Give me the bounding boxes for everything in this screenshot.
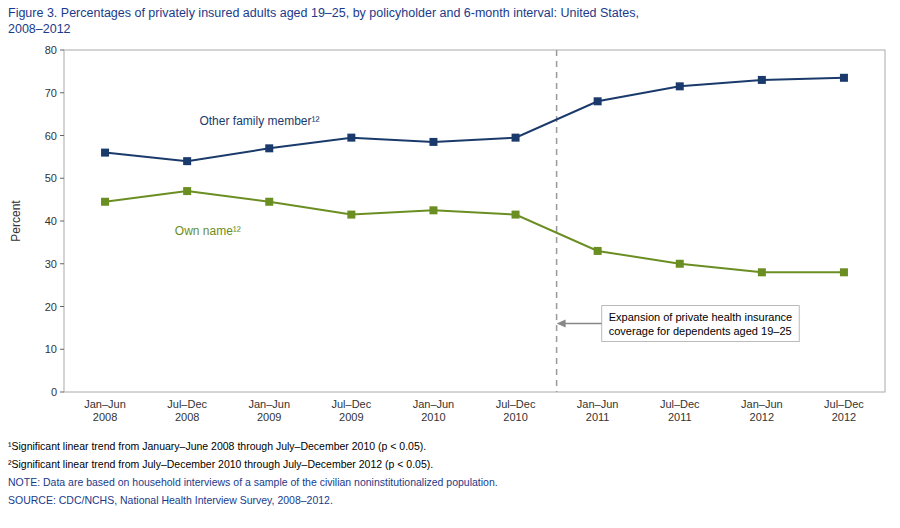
series-marker (101, 198, 109, 206)
series-marker (101, 149, 109, 157)
series-marker (265, 144, 273, 152)
x-tick-label: Jul–Dec2012 (824, 398, 864, 423)
annotation-arrow (565, 323, 602, 325)
series-marker (429, 206, 437, 214)
y-tick (60, 221, 64, 222)
y-tick-label: 70 (45, 87, 57, 99)
y-tick-label: 20 (45, 301, 57, 313)
y-tick-label: 60 (45, 130, 57, 142)
series-line (105, 191, 844, 272)
series-marker (840, 268, 848, 276)
x-tick-label: Jan–Jun2012 (741, 398, 783, 423)
y-tick-label: 50 (45, 172, 57, 184)
y-tick-label: 0 (51, 386, 57, 398)
x-tick-label: Jan–Jun2008 (84, 398, 126, 423)
annotation: Expansion of private health insurancecov… (609, 311, 792, 337)
series-line (105, 78, 844, 161)
y-tick (60, 50, 64, 51)
series-marker (183, 157, 191, 165)
series-marker (512, 134, 520, 142)
y-tick (60, 349, 64, 350)
y-tick (60, 306, 64, 307)
y-axis-label: Percent (9, 200, 23, 242)
series-marker (594, 247, 602, 255)
y-tick-label: 80 (45, 44, 57, 56)
series-marker (758, 268, 766, 276)
series-marker (347, 134, 355, 142)
x-tick-label: Jul–Dec2011 (660, 398, 700, 423)
reference-line (556, 50, 558, 392)
series-marker (429, 138, 437, 146)
x-tick-label: Jul–Dec2009 (331, 398, 371, 423)
series-marker (758, 76, 766, 84)
footnote: NOTE: Data are based on household interv… (8, 476, 498, 488)
series-label: Own name¹² (175, 224, 241, 238)
y-tick (60, 92, 64, 93)
footnote: ²Significant linear trend from July–Dece… (8, 458, 433, 470)
x-tick-label: Jul–Dec2008 (167, 398, 207, 423)
y-tick-label: 30 (45, 258, 57, 270)
x-tick-label: Jan–Jun2010 (413, 398, 455, 423)
y-tick-label: 40 (45, 215, 57, 227)
plot-frame (64, 50, 885, 392)
series-marker (347, 211, 355, 219)
series-marker (183, 187, 191, 195)
series-marker (676, 260, 684, 268)
series-marker (840, 74, 848, 82)
series-marker (512, 211, 520, 219)
title: Figure 3. Percentages of privately insur… (8, 6, 639, 36)
x-tick-label: Jul–Dec2010 (496, 398, 536, 423)
y-tick (60, 135, 64, 136)
annotation-arrowhead (557, 320, 566, 328)
plot-area (101, 74, 848, 277)
footnote: ¹Significant linear trend from January–J… (8, 440, 426, 452)
y-tick (60, 178, 64, 179)
series-marker (594, 97, 602, 105)
y-tick (60, 263, 64, 264)
series-label: Other family member¹² (199, 114, 319, 128)
annotation-box (602, 306, 799, 342)
chart: Figure 3. Percentages of privately insur… (0, 0, 900, 528)
footnote: SOURCE: CDC/NCHS, National Health Interv… (8, 494, 333, 506)
x-tick-label: Jan–Jun2011 (577, 398, 619, 423)
x-tick-label: Jan–Jun2009 (248, 398, 290, 423)
series-marker (676, 82, 684, 90)
y-tick (60, 392, 64, 393)
y-tick-label: 10 (45, 343, 57, 355)
series-marker (265, 198, 273, 206)
